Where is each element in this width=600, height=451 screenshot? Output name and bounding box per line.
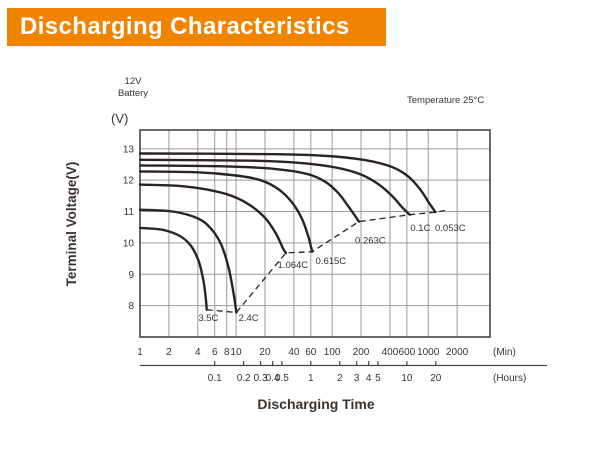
battery-type-line2: Battery bbox=[117, 87, 149, 99]
battery-type-line1: 12V bbox=[124, 76, 142, 87]
curve-0.1C bbox=[138, 158, 412, 216]
x-tick-label-hours: 3 bbox=[354, 373, 360, 384]
x-tick-label-hours: 2 bbox=[337, 373, 343, 384]
curve-label-1.064C: 1.064C bbox=[278, 260, 309, 271]
x-tick-label-hours: 1 bbox=[308, 373, 314, 384]
plot-border bbox=[139, 129, 491, 338]
curve-2.4C bbox=[138, 208, 238, 314]
page-header: Discharging Characteristics bbox=[7, 8, 386, 46]
x-tick-label-hours: 20 bbox=[430, 373, 442, 384]
curve-label-2.4C: 2.4C bbox=[239, 313, 259, 324]
x-tick-label-min: 4 bbox=[195, 347, 201, 358]
y-tick-label: 8 bbox=[128, 301, 134, 312]
x-tick-label-min: 1000 bbox=[417, 347, 440, 358]
x-tick-label-min: 20 bbox=[259, 347, 271, 358]
curve-label-0.053C: 0.053C bbox=[435, 223, 466, 234]
y-tick-label: 9 bbox=[128, 270, 134, 281]
x-tick-label-hours: 0.3 bbox=[254, 373, 268, 384]
x-tick-label-min: 8 bbox=[224, 347, 230, 358]
x-axis-title: Discharging Time bbox=[257, 396, 375, 412]
x-tick-label-min: 600 bbox=[399, 347, 416, 358]
x-tick-label-min: 60 bbox=[305, 347, 317, 358]
x-tick-label-hours: 5 bbox=[375, 373, 381, 384]
page-title: Discharging Characteristics bbox=[20, 13, 350, 40]
curve-label-0.1C: 0.1C bbox=[410, 223, 430, 234]
x-tick-label-min: 200 bbox=[353, 347, 370, 358]
curve-3.5C bbox=[138, 226, 208, 311]
x-tick-label-min: 100 bbox=[324, 347, 341, 358]
x-tick-label-hours: 4 bbox=[366, 373, 372, 384]
y-tick-label: 10 bbox=[123, 238, 135, 249]
y-tick-label: 12 bbox=[123, 176, 135, 187]
x-tick-label-hours: 0.1 bbox=[208, 373, 222, 384]
x-tick-label-hours: 10 bbox=[401, 373, 413, 384]
x-tick-label-min: 6 bbox=[212, 347, 218, 358]
x-tick-label-min: 400 bbox=[382, 347, 399, 358]
temperature-label: Temperature 25°C bbox=[407, 95, 485, 106]
x-tick-label-hours: 0.2 bbox=[237, 373, 251, 384]
voltage-unit-label: (V) bbox=[111, 111, 129, 126]
curve-1.064C bbox=[138, 183, 288, 255]
x-tick-label-min: 1 bbox=[137, 347, 143, 358]
x-tick-label-hours: 0.4 bbox=[266, 373, 280, 384]
x-tick-label-min: 40 bbox=[288, 347, 300, 358]
curve-0.615C bbox=[138, 170, 314, 253]
y-tick-label: 13 bbox=[123, 144, 135, 155]
curve-label-0.615C: 0.615C bbox=[316, 256, 347, 267]
curve-label-0.263C: 0.263C bbox=[355, 235, 386, 246]
cutoff-dashed-line bbox=[206, 209, 447, 314]
x-tick-label-min: 2000 bbox=[446, 347, 469, 358]
y-tick-label: 11 bbox=[124, 207, 135, 218]
x-tick-label-min: 2 bbox=[166, 347, 172, 358]
x-tick-label-hours: 0.5 bbox=[275, 373, 289, 384]
x-axis-hours-unit: (Hours) bbox=[493, 373, 526, 384]
x-axis-min-unit: (Min) bbox=[493, 347, 516, 358]
battery-type-label: 12V Battery bbox=[110, 76, 156, 99]
curve-label-3.5C: 3.5C bbox=[198, 313, 218, 324]
curve-0.263C bbox=[138, 164, 361, 223]
curve-0.053C bbox=[138, 152, 437, 214]
x-tick-label-min: 10 bbox=[231, 347, 243, 358]
